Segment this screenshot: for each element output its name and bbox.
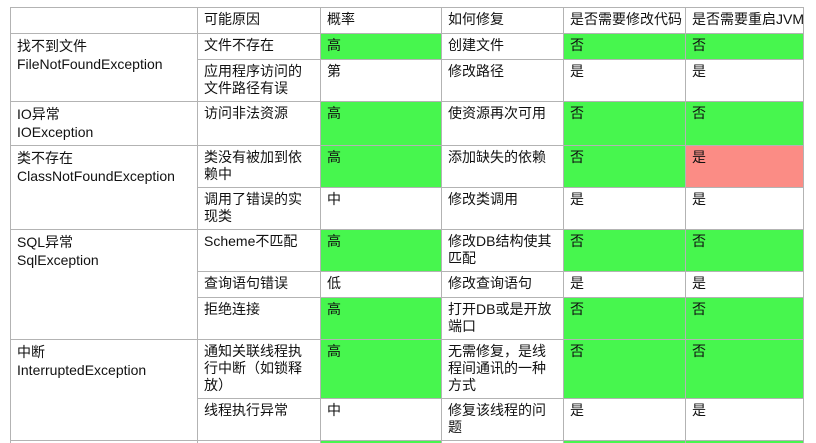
exception-name-cell: 中断 InterruptedException [10,339,198,441]
fix-cell: 修改DB结构使其匹配 [441,229,564,272]
exception-name-line: SqlException [17,252,99,268]
jvm-restart-cell: 否 [685,101,804,146]
table-row: SQL异常 SqlException Scheme不匹配高修改DB结构使其匹配否否 [10,229,804,340]
probability-cell: 高 [320,145,442,188]
code-change-cell: 否 [563,339,686,399]
header-cell-exception [10,7,198,34]
exception-name-cell: 找不到文件 FileNotFoundException [10,33,198,102]
exception-name-line: 中断 [17,344,45,360]
cause-cell: 类没有被加到依赖中 [197,145,321,188]
cause-cell: Scheme不匹配 [197,229,321,272]
exception-name-line: 类不存在 [17,150,73,166]
probability-cell: 低 [320,271,442,298]
code-change-cell: 是 [563,398,686,441]
probability-cell: 高 [320,339,442,399]
header-cell-cause: 可能原因 [197,7,321,34]
fix-cell: 修复该线程的问题 [441,398,564,441]
code-change-cell: 否 [563,229,686,272]
fix-cell: 添加缺失的依赖 [441,145,564,188]
code-change-cell: 否 [563,101,686,146]
exception-name-line: FileNotFoundException [17,56,163,72]
cause-cell: 文件不存在 [197,33,321,60]
cause-cell: 线程执行异常 [197,398,321,441]
cause-cell: 查询语句错误 [197,271,321,298]
probability-cell: 高 [320,101,442,146]
fix-cell: 打开DB或是开放端口 [441,297,564,340]
header-cell-probability: 概率 [320,7,442,34]
cause-cell: 拒绝连接 [197,297,321,340]
jvm-restart-cell: 是 [685,59,804,102]
jvm-restart-cell: 否 [685,33,804,60]
fix-cell: 使资源再次可用 [441,101,564,146]
header-cell-fix: 如何修复 [441,7,564,34]
jvm-restart-cell: 是 [685,271,804,298]
probability-cell: 中 [320,398,442,441]
jvm-restart-cell: 否 [685,229,804,272]
probability-cell: 第 [320,59,442,102]
cause-cell: 应用程序访问的文件路径有误 [197,59,321,102]
cause-cell: 通知关联线程执行中断（如锁释放） [197,339,321,399]
jvm-restart-cell: 否 [685,440,804,443]
probability-cell: 中 [320,187,442,230]
exception-name-cell: 类不存在 ClassNotFoundException [10,145,198,230]
header-cell-code-change: 是否需要修改代码 [563,7,686,34]
jvm-restart-cell: 否 [685,339,804,399]
header-row: 可能原因 概率 如何修复 是否需要修改代码 是否需要重启JVM [10,7,804,34]
table-row: SocketException套接字异常端口被占用高打开/释放端口否否 [10,440,804,443]
jvm-restart-cell: 是 [685,398,804,441]
code-change-cell: 是 [563,59,686,102]
code-change-cell: 是 [563,271,686,298]
exception-name-line: IO异常 [17,106,60,122]
table-row: 调用了错误的实现类中修改类调用是是 [11,187,804,230]
exception-table: 可能原因 概率 如何修复 是否需要修改代码 是否需要重启JVM 找不到文件 Fil… [10,7,804,443]
exception-name-cell: SQL异常 SqlException [10,229,198,340]
probability-cell: 高 [320,297,442,340]
table-row: IO异常 IOException 访问非法资源高使资源再次可用否否 [10,101,804,146]
probability-cell: 高 [320,33,442,60]
exception-table-body: 找不到文件 FileNotFoundException 文件不存在高创建文件否否应用… [10,33,804,443]
exception-name-cell: IO异常 IOException [10,101,198,146]
probability-cell: 高 [320,229,442,272]
fix-cell: 修改查询语句 [441,271,564,298]
table-row: 类不存在 ClassNotFoundException 类没有被加到依赖中高添加缺失… [10,145,804,230]
code-change-cell: 否 [563,297,686,340]
exception-name-line: SQL异常 [17,234,74,250]
exception-name-line: ClassNotFoundException [17,168,175,184]
jvm-restart-cell: 是 [685,145,804,188]
code-change-cell: 是 [563,187,686,230]
code-change-cell: 否 [563,145,686,188]
jvm-restart-cell: 是 [685,187,804,230]
exception-name-line: 找不到文件 [17,38,87,54]
fix-cell: 创建文件 [441,33,564,60]
cause-cell: 访问非法资源 [197,101,321,146]
header-cell-jvm-restart: 是否需要重启JVM [685,7,804,34]
code-change-cell: 否 [563,33,686,60]
jvm-restart-cell: 否 [685,297,804,340]
cause-cell: 调用了错误的实现类 [197,187,321,230]
fix-cell: 修改路径 [441,59,564,102]
exception-name-line: IOException [17,124,94,140]
exception-name-line: InterruptedException [17,362,147,378]
fix-cell: 修改类调用 [441,187,564,230]
table-row: 中断 InterruptedException 通知关联线程执行中断（如锁释放）高无… [10,339,804,441]
table-row: 找不到文件 FileNotFoundException 文件不存在高创建文件否否 [10,33,804,102]
fix-cell: 无需修复，是线程间通讯的一种方式 [441,339,564,399]
table-row: 应用程序访问的文件路径有误第修改路径是是 [11,59,804,102]
